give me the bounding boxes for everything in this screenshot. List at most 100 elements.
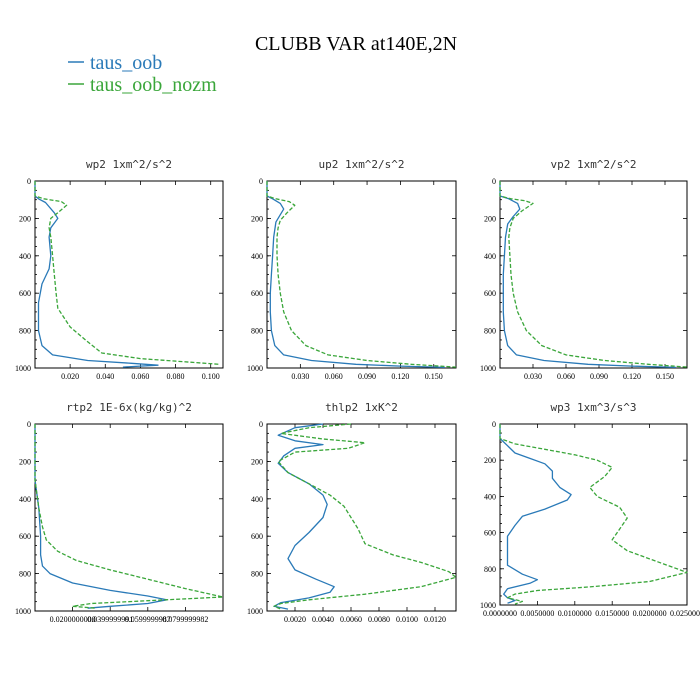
- x-tick-label: 0.0200000: [633, 609, 667, 618]
- y-tick-label: 0: [27, 177, 31, 186]
- y-tick-label: 400: [19, 252, 31, 261]
- series-line-0: [266, 181, 445, 369]
- x-tick-label: 0.0080: [368, 615, 390, 624]
- y-tick-label: 1000: [480, 601, 496, 610]
- x-tick-label: 0.0100: [396, 615, 418, 624]
- panel-title: rtp2 1E-6x(kg/kg)^2: [66, 401, 192, 414]
- y-tick-label: 600: [19, 532, 31, 541]
- legend-label-1: taus_oob_nozm: [90, 74, 217, 96]
- x-tick-label: 0.120: [391, 372, 409, 381]
- panel-4: thlp2 1xK^2 0 200 400 600 800 1000 0.0020 0.0040…: [247, 401, 457, 624]
- x-tick-label: 0.0200000000: [50, 615, 96, 624]
- figure-title: CLUBB VAR at140E,2N: [255, 33, 457, 55]
- y-tick-label: 400: [251, 495, 263, 504]
- x-tick-label: 0.0040: [312, 615, 334, 624]
- x-tick-label: 0.060: [131, 372, 149, 381]
- y-tick-label: 600: [251, 289, 263, 298]
- panel-title: thlp2 1xK^2: [325, 401, 398, 414]
- series-line-0: [34, 424, 168, 609]
- panel-3: rtp2 1E-6x(kg/kg)^2 0 200 400 600 800 1000 0.02…: [15, 401, 224, 624]
- y-tick-label: 1000: [247, 607, 263, 616]
- y-tick-label: 0: [259, 177, 263, 186]
- y-tick-label: 800: [484, 327, 496, 336]
- y-tick-label: 600: [19, 289, 31, 298]
- x-tick-label: 0.020: [61, 372, 79, 381]
- x-tick-label: 0.0100000: [558, 609, 592, 618]
- x-tick-label: 0.100: [202, 372, 220, 381]
- x-tick-label: 0.0060: [340, 615, 362, 624]
- y-tick-label: 400: [251, 252, 263, 261]
- y-tick-label: 1000: [480, 364, 496, 373]
- plot-frame: [34, 423, 224, 612]
- y-tick-label: 0: [492, 177, 496, 186]
- panel-title: wp3 1xm^3/s^3: [550, 401, 636, 414]
- plot-frame: [34, 180, 224, 369]
- legend-label-0: taus_oob: [90, 52, 162, 74]
- y-tick-label: 400: [484, 252, 496, 261]
- y-tick-label: 800: [19, 570, 31, 579]
- y-tick-label: 0: [492, 420, 496, 429]
- plot-frame: [266, 180, 457, 369]
- series-line-1: [34, 181, 220, 365]
- y-tick-label: 400: [19, 495, 31, 504]
- panel-1: up2 1xm^2/s^2 0 200 400 600 800 1000 0.030 0.060…: [247, 158, 457, 381]
- y-tick-label: 800: [484, 565, 496, 574]
- x-tick-label: 0.0799999982: [162, 615, 208, 624]
- y-tick-label: 1000: [247, 364, 263, 373]
- x-tick-label: 0.030: [291, 372, 309, 381]
- x-tick-label: 0.0050000: [520, 609, 554, 618]
- series-line-0: [34, 181, 159, 368]
- legend: taus_oob taus_oob_nozm: [68, 52, 217, 96]
- y-tick-label: 600: [251, 532, 263, 541]
- y-tick-label: 1000: [15, 364, 31, 373]
- series-line-1: [499, 424, 688, 605]
- y-tick-label: 200: [19, 457, 31, 466]
- x-tick-label: 0.0399999991: [87, 615, 133, 624]
- series-line-1: [34, 424, 224, 609]
- panel-0: wp2 1xm^2/s^2 0 200 400 600 800 1000 0.020 0.040…: [15, 158, 224, 381]
- x-tick-label: 0.0150000: [595, 609, 629, 618]
- y-tick-label: 800: [251, 570, 263, 579]
- y-tick-label: 1000: [15, 607, 31, 616]
- panel-title: vp2 1xm^2/s^2: [550, 158, 636, 171]
- y-tick-label: 400: [484, 492, 496, 501]
- series-line-1: [273, 423, 457, 610]
- y-tick-label: 0: [259, 420, 263, 429]
- y-tick-label: 800: [251, 327, 263, 336]
- x-tick-label: 0.0120: [424, 615, 446, 624]
- series-line-0: [499, 424, 572, 604]
- x-tick-label: 0.040: [96, 372, 114, 381]
- x-tick-label: 0.030: [524, 372, 542, 381]
- x-tick-label: 0.0020: [284, 615, 306, 624]
- x-tick-label: 0.120: [623, 372, 641, 381]
- y-tick-label: 200: [251, 457, 263, 466]
- panels: wp2 1xm^2/s^2 0 200 400 600 800 1000 0.020 0.040…: [15, 158, 700, 624]
- x-tick-label: 0.0250000: [670, 609, 700, 618]
- y-tick-label: 200: [484, 456, 496, 465]
- y-tick-label: 200: [251, 214, 263, 223]
- y-tick-label: 200: [19, 214, 31, 223]
- y-tick-label: 200: [484, 214, 496, 223]
- panel-2: vp2 1xm^2/s^2 0 200 400 600 800 1000 0.030 0.060…: [480, 158, 688, 381]
- x-tick-label: 0.060: [325, 372, 343, 381]
- x-tick-label: 0.150: [656, 372, 674, 381]
- x-tick-label: 0.060: [557, 372, 575, 381]
- panel-title: up2 1xm^2/s^2: [318, 158, 404, 171]
- series-line-1: [266, 181, 457, 368]
- x-tick-label: 0.0599999987: [125, 615, 171, 624]
- panel-title: wp2 1xm^2/s^2: [86, 158, 172, 171]
- series-line-1: [499, 181, 688, 368]
- y-tick-label: 800: [19, 327, 31, 336]
- plot-frame: [499, 180, 688, 369]
- x-tick-label: 0.090: [358, 372, 376, 381]
- series-line-0: [499, 181, 677, 369]
- x-tick-label: 0.080: [167, 372, 185, 381]
- x-tick-label: 0.0000000: [483, 609, 517, 618]
- x-tick-label: 0.150: [425, 372, 443, 381]
- y-tick-label: 0: [27, 420, 31, 429]
- y-tick-label: 600: [484, 529, 496, 538]
- y-tick-label: 600: [484, 289, 496, 298]
- series-line-0: [273, 423, 335, 610]
